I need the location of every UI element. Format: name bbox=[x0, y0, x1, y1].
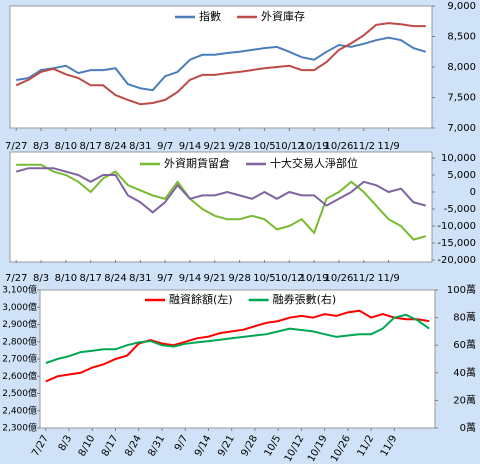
x-tick-label: 10/26 bbox=[329, 434, 353, 464]
x-tick-label: 7/27 bbox=[5, 273, 27, 284]
y2-tick-label: -20,000 bbox=[437, 255, 476, 266]
x-tick-label: 8/31 bbox=[129, 273, 151, 284]
x-tick-label: 8/24 bbox=[104, 141, 126, 152]
legend-label: 外資庫存 bbox=[261, 9, 305, 23]
x-tick-label: 10/26 bbox=[324, 141, 353, 152]
x-tick-label: 8/3 bbox=[57, 434, 75, 453]
plot-area bbox=[39, 289, 436, 429]
x-tick-label: 9/21 bbox=[204, 141, 226, 152]
x-tick-label: 11/2 bbox=[356, 434, 377, 459]
legend-label: 融券張數(右) bbox=[273, 292, 337, 306]
x-tick-label: 9/14 bbox=[193, 434, 214, 459]
y-tick-label: 2,600億 bbox=[2, 370, 37, 382]
x-tick-label: 10/19 bbox=[300, 273, 329, 284]
y-tick-label: 2,700億 bbox=[2, 353, 37, 365]
x-tick-label: 8/24 bbox=[104, 273, 126, 284]
y2-tick-label: 9,000 bbox=[447, 1, 476, 12]
y2-tick-label: 40萬 bbox=[453, 366, 476, 379]
legend-label: 外資期貨留倉 bbox=[164, 156, 230, 170]
x-tick-label: 8/31 bbox=[129, 141, 151, 152]
x-tick-label: 10/12 bbox=[275, 273, 304, 284]
y-tick-label: 2,500億 bbox=[2, 387, 37, 399]
y2-tick-label: -10,000 bbox=[437, 221, 476, 232]
x-tick-label: 10/12 bbox=[275, 141, 304, 152]
x-tick-label: 10/5 bbox=[253, 273, 275, 284]
y2-tick-label: 7,000 bbox=[447, 123, 476, 134]
x-tick-label: 9/14 bbox=[179, 273, 201, 284]
y-tick-label: 2,400億 bbox=[2, 404, 37, 416]
x-tick-label: 10/5 bbox=[263, 434, 284, 459]
x-tick-label: 9/7 bbox=[157, 141, 173, 152]
y2-tick-label: 8,500 bbox=[447, 32, 476, 43]
x-tick-label: 10/26 bbox=[324, 273, 353, 284]
x-tick-label: 8/17 bbox=[79, 141, 101, 152]
series-line bbox=[15, 167, 427, 214]
x-tick-label: 8/3 bbox=[33, 273, 49, 284]
x-tick-label: 8/24 bbox=[123, 434, 144, 459]
y2-tick-label: 8,000 bbox=[447, 62, 476, 73]
y2-tick-label: 7,500 bbox=[447, 93, 476, 104]
x-tick-label: 10/5 bbox=[253, 141, 275, 152]
x-tick-label: 7/27 bbox=[5, 141, 27, 152]
x-tick-label: 8/10 bbox=[77, 434, 98, 459]
x-tick-label: 8/10 bbox=[55, 141, 77, 152]
series-line bbox=[45, 313, 430, 365]
y-tick-label: 2,300億 bbox=[2, 422, 37, 434]
y2-tick-label: 60萬 bbox=[453, 338, 476, 351]
y2-tick-label: 20萬 bbox=[453, 393, 476, 406]
x-tick-label: 9/14 bbox=[179, 141, 201, 152]
series-line bbox=[16, 36, 427, 92]
x-tick-label: 8/10 bbox=[55, 273, 77, 284]
x-tick-label: 9/28 bbox=[228, 141, 250, 152]
x-tick-label: 9/28 bbox=[239, 434, 260, 459]
y-tick-label: 2,900億 bbox=[2, 318, 37, 330]
y2-tick-label: 100萬 bbox=[447, 283, 476, 296]
y2-tick-label: -5,000 bbox=[444, 204, 476, 215]
x-tick-label: 9/28 bbox=[228, 273, 250, 284]
x-tick-label: 8/31 bbox=[146, 434, 167, 459]
y-tick-label: 3,100億 bbox=[2, 284, 37, 296]
x-tick-label: 11/2 bbox=[353, 141, 375, 152]
legend-label: 指數 bbox=[199, 9, 221, 23]
x-tick-label: 10/19 bbox=[306, 434, 330, 464]
x-tick-label: 11/2 bbox=[353, 273, 375, 284]
y2-tick-label: 0萬 bbox=[460, 421, 476, 434]
plot-area bbox=[9, 5, 433, 129]
y2-tick-label: 5,000 bbox=[447, 170, 476, 181]
x-tick-label: 7/27 bbox=[30, 434, 51, 459]
x-tick-label: 11/9 bbox=[377, 273, 399, 284]
x-tick-label: 8/17 bbox=[100, 434, 121, 459]
y2-tick-label: -15,000 bbox=[437, 238, 476, 249]
x-tick-label: 10/12 bbox=[283, 434, 307, 464]
legend-label: 十大交易人淨部位 bbox=[270, 156, 358, 170]
x-tick-label: 8/3 bbox=[33, 141, 49, 152]
plot-area bbox=[9, 151, 433, 263]
y-tick-label: 2,800億 bbox=[2, 335, 37, 347]
series-line bbox=[45, 309, 430, 383]
x-tick-label: 8/17 bbox=[79, 273, 101, 284]
x-tick-label: 9/21 bbox=[204, 273, 226, 284]
series-line bbox=[15, 22, 426, 106]
x-tick-label: 10/19 bbox=[300, 141, 329, 152]
x-tick-label: 9/21 bbox=[216, 434, 237, 459]
y2-tick-label: 80萬 bbox=[453, 311, 476, 324]
x-tick-label: 9/7 bbox=[173, 434, 191, 453]
y2-tick-label: 0 bbox=[470, 187, 476, 198]
x-tick-label: 9/7 bbox=[157, 273, 173, 284]
y-tick-label: 3,000億 bbox=[2, 301, 37, 313]
y2-tick-label: 10,000 bbox=[441, 153, 476, 164]
x-tick-label: 11/9 bbox=[377, 141, 399, 152]
legend-label: 融資餘額(左) bbox=[169, 292, 233, 306]
x-tick-label: 11/9 bbox=[379, 434, 400, 459]
